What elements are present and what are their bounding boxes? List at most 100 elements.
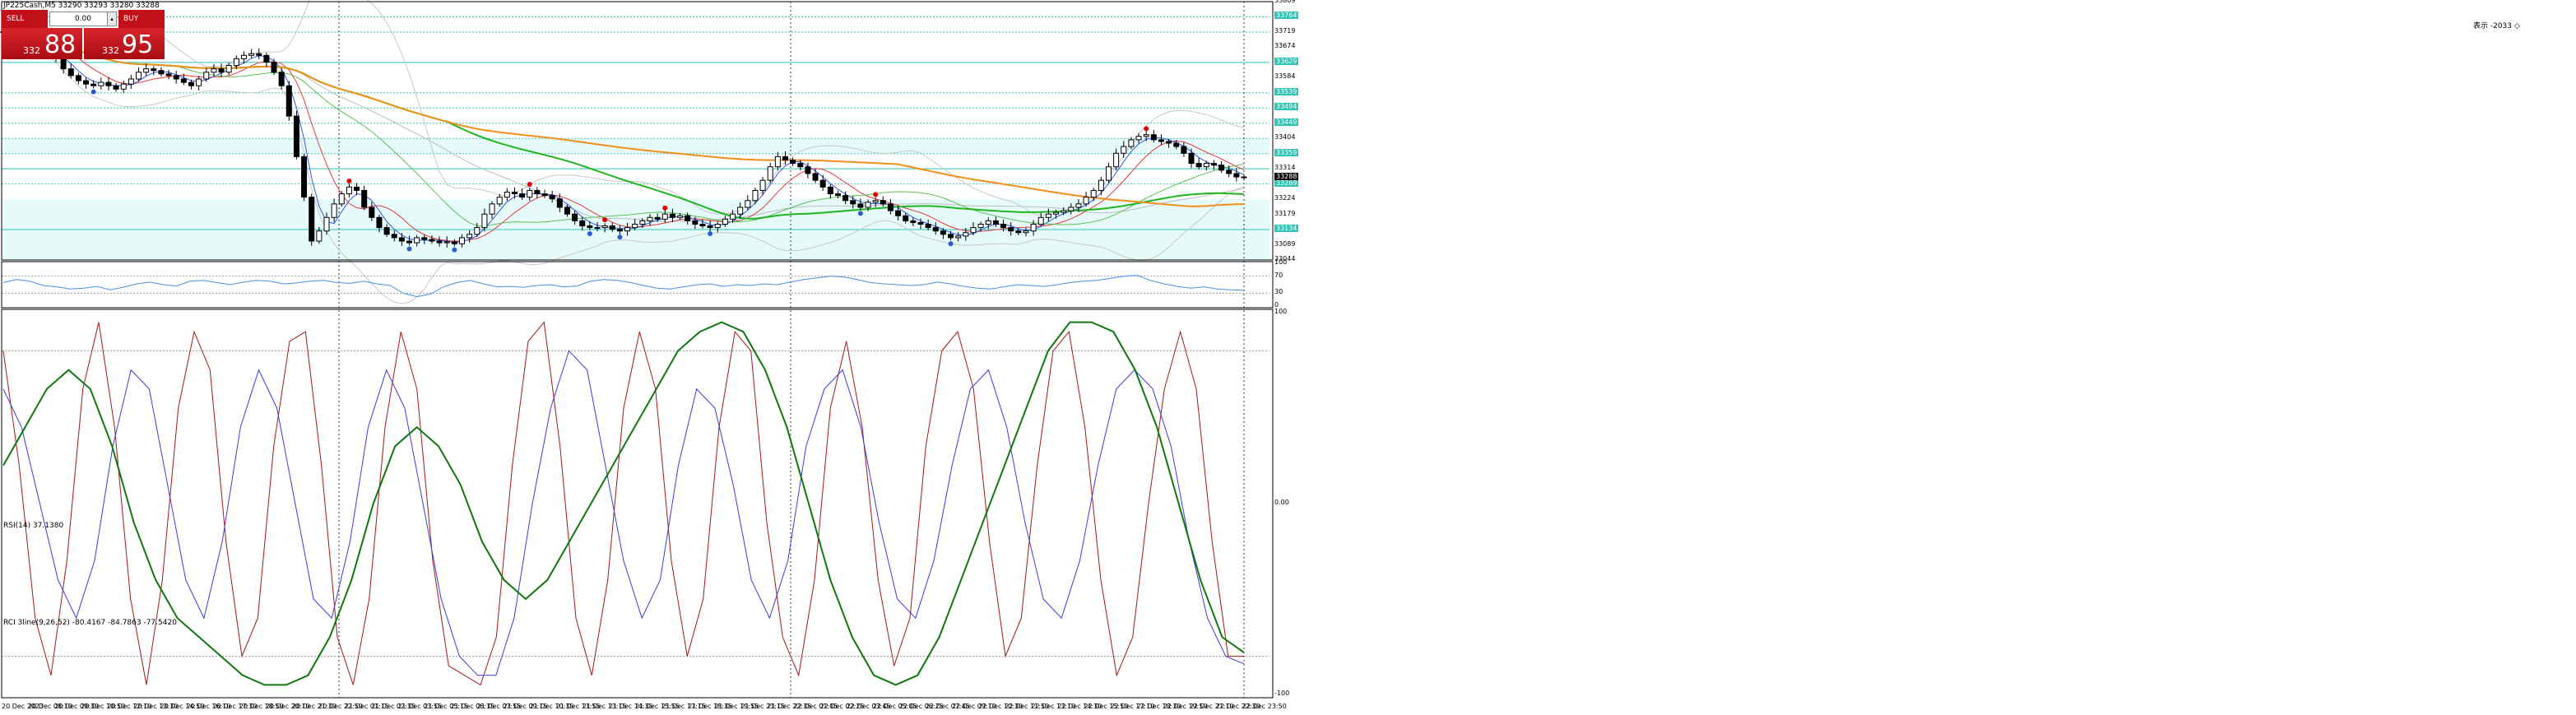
candle-body xyxy=(1135,136,1142,141)
candle-body xyxy=(256,53,262,56)
price-tick-label: 33809 xyxy=(1274,0,1296,4)
candle-body xyxy=(293,115,299,157)
candle-body xyxy=(489,203,495,215)
candle-body xyxy=(1166,141,1172,144)
candle-body xyxy=(466,234,473,239)
price-tick-label: 33089 xyxy=(1274,239,1296,248)
ma-green-thin xyxy=(2,28,1245,227)
candle-body xyxy=(534,189,541,195)
time-tick-label: 22 Dec 07:45 xyxy=(925,703,970,710)
candle-body xyxy=(323,216,330,232)
price-tick-label: 33449 xyxy=(1274,118,1299,126)
buy-signal-dot xyxy=(617,234,623,240)
candle-body xyxy=(188,81,194,86)
time-tick-label: 21 Dec 10:35 xyxy=(529,703,574,710)
corner-info: 表示 -2033 ◇ xyxy=(2473,22,2520,30)
buy-signal-dot xyxy=(708,230,713,236)
candle-body xyxy=(451,241,457,244)
candle-body xyxy=(1210,163,1217,166)
time-tick-label: 21 Dec 22:35 xyxy=(767,703,812,710)
candle-body xyxy=(1008,227,1014,232)
time-tick-label: 22 Dec 05:05 xyxy=(872,703,917,710)
candle-body xyxy=(316,230,323,242)
candle-body xyxy=(285,85,292,117)
sell-button[interactable]: SELL xyxy=(2,10,48,28)
price-tick-label: 33584 xyxy=(1274,72,1296,81)
candle-body xyxy=(647,216,653,221)
price-tick-label: 33269 xyxy=(1274,179,1299,187)
candle-body xyxy=(1037,216,1044,225)
time-tick-label: 20 Dec 21:30 xyxy=(291,703,337,710)
time-tick-label: 21 Dec 15:55 xyxy=(635,703,680,710)
time-tick-label: 20 Dec 22:50 xyxy=(318,703,363,710)
buy-signal-dot xyxy=(857,211,863,216)
candle-body xyxy=(196,78,202,86)
time-tick-label: 21 Dec 11:55 xyxy=(555,703,601,710)
ma-blue xyxy=(2,28,1245,244)
time-tick-label: 22 Dec 18:30 xyxy=(1136,703,1181,710)
candle-body xyxy=(1113,152,1120,168)
candle-body xyxy=(1241,176,1247,179)
candle-body xyxy=(774,156,781,168)
buy-signal-dot xyxy=(91,89,96,95)
price-tick-label: 33224 xyxy=(1274,194,1296,202)
time-tick-label: 20 Dec 13:30 xyxy=(133,703,179,710)
candle-body xyxy=(429,239,435,242)
sell-signal-dot xyxy=(527,182,532,188)
candle-body xyxy=(632,223,638,229)
candle-body xyxy=(1105,166,1112,181)
candle-body xyxy=(685,215,691,221)
candle-body xyxy=(963,232,969,237)
time-tick-label: 21 Dec 03:55 xyxy=(397,703,443,710)
time-tick-label: 20 Dec 16:10 xyxy=(186,703,231,710)
rci-panel xyxy=(2,321,1269,686)
candle-body xyxy=(564,207,570,215)
time-tick-label: 21 Dec 17:15 xyxy=(661,703,706,710)
candle-body xyxy=(903,215,909,221)
time-tick-label: 22 Dec 14:30 xyxy=(1057,703,1102,710)
candle-body xyxy=(136,72,142,80)
time-tick-label: 21 Dec 13:15 xyxy=(582,703,627,710)
sell-price-button[interactable]: 332 88 xyxy=(2,28,82,59)
candle-body xyxy=(699,223,706,227)
candle-body xyxy=(677,215,684,218)
candle-body xyxy=(91,83,97,86)
time-tick-label: 20 Dec 17:30 xyxy=(212,703,258,710)
candle-body xyxy=(67,68,74,77)
candle-body xyxy=(722,218,728,225)
candle-body xyxy=(383,227,390,235)
candle-body xyxy=(752,189,759,202)
candle-body xyxy=(639,220,646,225)
candle-body xyxy=(519,193,526,198)
current-price-label: 33288 xyxy=(1274,172,1299,180)
time-tick-label: 22 Dec 21:10 xyxy=(1189,703,1234,710)
candle-body xyxy=(624,227,631,232)
sell-price-large: 88 xyxy=(44,30,77,59)
ma-red xyxy=(2,28,1245,242)
candle-body xyxy=(541,193,548,197)
candle-body xyxy=(1098,179,1104,191)
candle-body xyxy=(917,221,924,225)
candle-body xyxy=(872,200,879,203)
time-tick-label: 20 Dec 09:30 xyxy=(54,703,99,710)
candle-body xyxy=(587,225,593,229)
candle-body xyxy=(1090,189,1097,198)
price-panel xyxy=(0,0,1269,698)
buy-price-button[interactable]: 332 95 xyxy=(84,28,165,59)
candle-body xyxy=(346,186,352,195)
candle-body xyxy=(98,81,104,86)
buy-button[interactable]: BUY xyxy=(118,10,165,28)
lot-increase-button[interactable]: ▴ xyxy=(107,12,117,26)
price-tick-label: 33629 xyxy=(1274,57,1299,65)
candle-body xyxy=(75,75,81,81)
candle-body xyxy=(857,203,864,208)
candle-body xyxy=(158,70,165,75)
candle-body xyxy=(992,220,999,225)
candle-body xyxy=(203,72,210,80)
ma-green-thick xyxy=(2,28,1245,220)
time-tick-label: 21 Dec 09:15 xyxy=(503,703,548,710)
symbol-header: JP225Cash,M5 33290 33293 33280 33288 xyxy=(3,2,160,10)
candle-body xyxy=(369,207,375,218)
candle-body xyxy=(1000,223,1007,229)
candle-body xyxy=(948,234,954,239)
